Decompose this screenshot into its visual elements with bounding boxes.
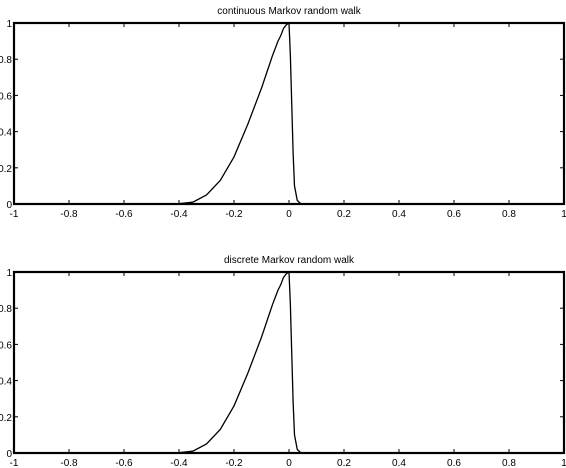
series-line-1: [14, 270, 564, 454]
axes-box: [12, 270, 566, 455]
x-tick-label: -1: [10, 209, 19, 220]
x-tick-label: -0.8: [60, 209, 78, 220]
y-tick-label: 1: [6, 268, 12, 279]
y-tick-label: 0.4: [0, 128, 12, 139]
axes-box: [12, 21, 566, 206]
x-tick-label: -0.4: [170, 458, 188, 468]
y-tick-label: 0.6: [0, 340, 12, 351]
x-tick-label: -0.6: [115, 209, 133, 220]
y-tick-label: 0.6: [0, 91, 12, 102]
x-tick-label: 0.2: [337, 209, 351, 220]
y-tick-label: 0: [6, 449, 12, 460]
x-tick-label: 0: [286, 209, 292, 220]
x-tick-label: 0.6: [447, 209, 461, 220]
y-tick-label: 0.2: [0, 164, 12, 175]
x-tick-label: 1: [561, 458, 566, 468]
y-tick-label: 0: [6, 200, 12, 211]
y-tick-label: 0.8: [0, 55, 12, 66]
x-tick-label: 0.8: [502, 209, 516, 220]
x-tick-label: -0.6: [115, 458, 133, 468]
series-line-1: [14, 21, 564, 205]
x-tick-label: 0.8: [502, 458, 516, 468]
chart-1: continuous Markov random walk -1 -0.8 -0.6 -…: [0, 6, 566, 220]
x-tick-label: -0.8: [60, 458, 78, 468]
x-tick-label: 0.4: [392, 209, 406, 220]
x-tick-label: 0: [286, 458, 292, 468]
x-tick-label: 1: [561, 209, 566, 220]
chart-title: continuous Markov random walk: [217, 6, 361, 17]
y-tick-label: 0.8: [0, 304, 12, 315]
x-tick-label: -0.2: [225, 458, 243, 468]
x-tick-label: 0.6: [447, 458, 461, 468]
y-tick-label: 1: [6, 19, 12, 30]
chart-2: discrete Markov random walk -1 -0.8 -0.6 -0.…: [0, 255, 566, 468]
y-tick-label: 0.2: [0, 413, 12, 424]
x-tick-label: 0.2: [337, 458, 351, 468]
x-tick-label: -0.2: [225, 209, 243, 220]
y-tick-label: 0.4: [0, 377, 12, 388]
x-tick-label: -0.4: [170, 209, 188, 220]
x-tick-label: 0.4: [392, 458, 406, 468]
chart-title: discrete Markov random walk: [224, 255, 355, 266]
x-tick-label: -1: [10, 458, 19, 468]
